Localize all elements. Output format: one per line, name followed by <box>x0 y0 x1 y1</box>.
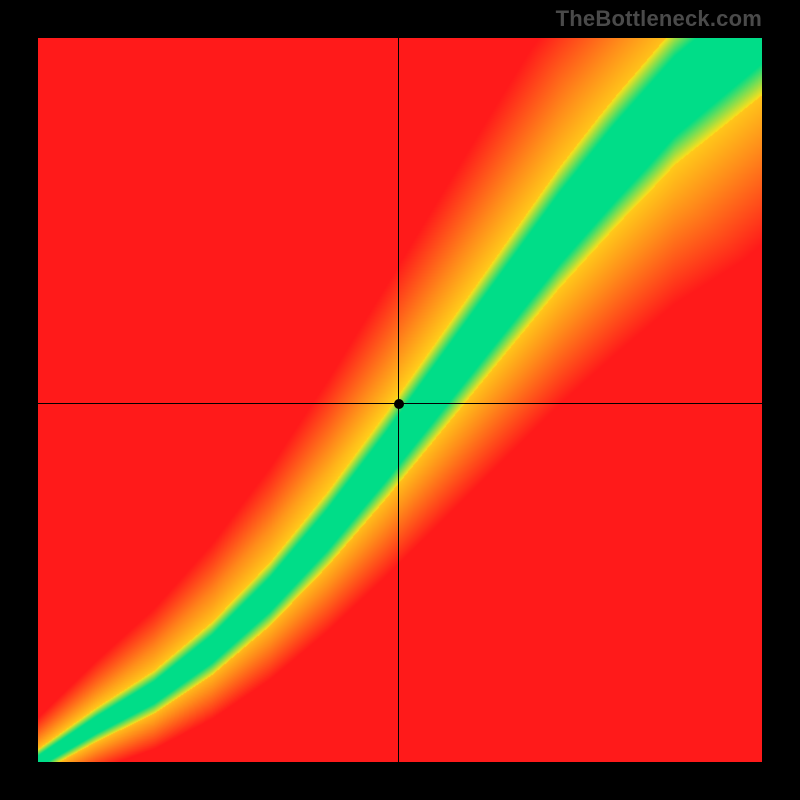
crosshair-marker <box>394 399 404 409</box>
watermark-text: TheBottleneck.com <box>556 6 762 32</box>
chart-frame: TheBottleneck.com <box>0 0 800 800</box>
plot-area <box>38 38 762 762</box>
